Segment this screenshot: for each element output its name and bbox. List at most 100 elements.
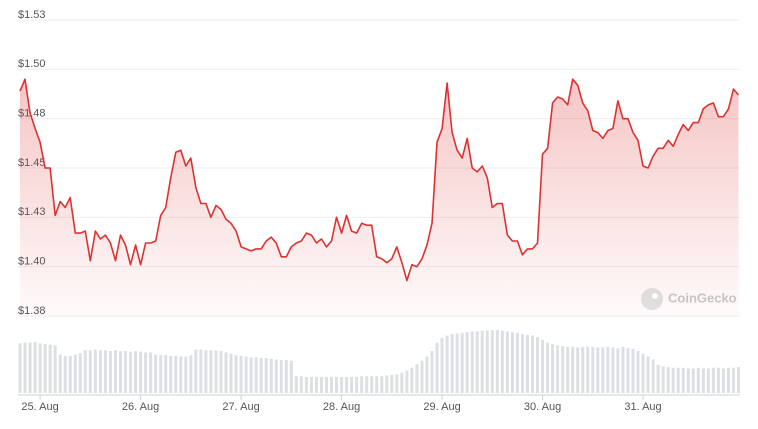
volume-bar <box>390 374 394 393</box>
volume-bar <box>536 337 540 393</box>
volume-bar <box>415 364 419 393</box>
volume-bar <box>561 346 565 393</box>
volume-bar <box>566 346 570 393</box>
volume-bar <box>460 332 464 393</box>
volume-bar <box>284 360 288 393</box>
volume-bar <box>229 353 233 393</box>
volume-bar <box>380 376 384 393</box>
volume-bar <box>681 367 685 393</box>
watermark: CoinGecko <box>641 288 737 310</box>
volume-bar <box>304 376 308 393</box>
volume-bar <box>224 352 228 393</box>
volume-bar <box>631 348 635 393</box>
volume-bar <box>23 342 27 393</box>
watermark-text: CoinGecko <box>668 290 737 305</box>
volume-bar <box>330 376 334 393</box>
volume-bar <box>576 347 580 393</box>
volume-bar <box>93 349 97 393</box>
volume-bar <box>737 367 740 393</box>
volume-bar <box>174 355 178 393</box>
volume-bar <box>641 353 645 393</box>
volume-bar <box>375 376 379 393</box>
volume-bar <box>445 335 449 393</box>
volume-bar <box>139 351 143 393</box>
volume-bar <box>370 376 374 393</box>
volume-bar <box>345 376 349 393</box>
volume-bar <box>515 332 519 393</box>
volume-bar <box>591 346 595 393</box>
volume-bar <box>164 355 168 393</box>
volume-bar <box>108 351 112 393</box>
volume-bar <box>611 347 615 393</box>
volume-bar <box>335 376 339 393</box>
volume-bar <box>405 370 409 393</box>
volume-bar <box>63 355 67 393</box>
volume-bar <box>525 334 529 393</box>
volume-bar <box>606 346 610 393</box>
volume-bar <box>88 350 92 393</box>
volume-bar <box>209 350 213 393</box>
volume-bar <box>691 368 695 393</box>
volume-bar <box>651 359 655 393</box>
volume-bar <box>219 351 223 393</box>
volume-bar <box>701 368 705 393</box>
volume-bar <box>365 376 369 393</box>
volume-bar <box>500 330 504 393</box>
volume-bar <box>520 334 524 393</box>
volume-bar <box>696 367 700 393</box>
volume-bar <box>83 350 87 393</box>
volume-bar <box>465 332 469 393</box>
volume-bar <box>18 343 22 393</box>
volume-bar <box>309 376 313 393</box>
volume-bar <box>430 351 434 393</box>
volume-bar <box>671 367 675 393</box>
volume-bar <box>420 360 424 393</box>
volume-bar <box>299 376 303 393</box>
volume-bar <box>455 333 459 393</box>
volume-bar <box>314 376 318 393</box>
volume-bar <box>68 355 72 393</box>
x-tick-label: 28. Aug <box>323 401 360 413</box>
volume-bar <box>43 344 47 393</box>
x-tick-label: 25. Aug <box>21 401 58 413</box>
volume-bar <box>621 346 625 393</box>
volume-bar <box>103 350 107 393</box>
volume-bar <box>169 355 173 393</box>
volume-bar <box>596 347 600 393</box>
volume-bar <box>48 344 52 393</box>
volume-bar <box>546 342 550 393</box>
volume-bar <box>179 356 183 393</box>
volume-bar <box>254 357 258 393</box>
watermark-logo <box>641 288 663 310</box>
volume-bar <box>656 365 660 393</box>
volume-bar <box>189 355 193 393</box>
volume-bar <box>28 342 32 393</box>
volume-bar <box>274 359 278 393</box>
volume-bar <box>324 376 328 393</box>
volume-bar <box>716 367 720 393</box>
volume-bar <box>711 367 715 393</box>
volume-bar <box>319 376 323 393</box>
volume-bar <box>204 350 208 393</box>
volume-bar <box>234 355 238 393</box>
volume-bar <box>340 376 344 393</box>
volume-bar <box>129 351 133 393</box>
volume-bar <box>410 367 414 393</box>
volume-bar <box>556 345 560 393</box>
price-line <box>19 78 740 282</box>
volume-bar <box>480 330 484 393</box>
volume-bar <box>289 360 293 393</box>
volume-bar <box>666 367 670 393</box>
volume-bar <box>721 368 725 393</box>
volume-bar <box>616 348 620 393</box>
volume-bar <box>470 331 474 393</box>
volume-bar <box>154 354 158 393</box>
volume-bar <box>541 339 545 393</box>
x-tick-label: 31. Aug <box>624 401 661 413</box>
volume-bar <box>395 374 399 393</box>
volume-bar <box>159 355 163 393</box>
volume-bar <box>661 366 665 393</box>
volume-bar <box>505 331 509 393</box>
x-tick-label: 26. Aug <box>122 401 159 413</box>
volume-bar <box>495 330 499 393</box>
